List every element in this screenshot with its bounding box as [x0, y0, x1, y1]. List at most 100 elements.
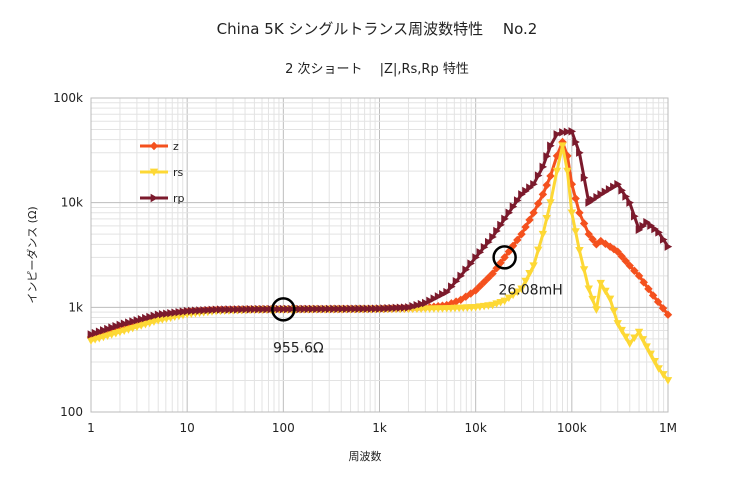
series-point-rp	[212, 305, 221, 314]
series-point-z	[504, 247, 514, 256]
series-point-z	[132, 318, 142, 328]
series-point-rs	[605, 295, 615, 304]
series-point-rs	[654, 365, 663, 373]
y-tick-label: 10k	[61, 196, 83, 210]
series-point-rp	[317, 304, 325, 314]
series-point-rp	[300, 304, 309, 314]
series-point-rs	[638, 336, 648, 344]
series-point-rp	[275, 304, 284, 314]
plot-frame	[90, 97, 669, 413]
series-point-rs	[529, 262, 538, 270]
series-point-rp	[279, 304, 288, 314]
series-point-rs	[571, 228, 580, 236]
series-point-z	[653, 297, 663, 307]
series-point-z	[663, 310, 673, 319]
series-point-z	[513, 235, 522, 245]
series-point-rp	[321, 304, 330, 314]
series-point-rp	[639, 221, 648, 231]
y-tick-label: 100k	[53, 91, 83, 105]
series-point-z	[630, 266, 639, 275]
legend-label-rp: rp	[173, 192, 185, 205]
series-point-rp	[576, 148, 584, 157]
series-point-rs	[504, 294, 514, 303]
x-axis-label: 周波数	[349, 450, 382, 463]
series-point-rp	[120, 319, 129, 328]
series-point-rp	[116, 320, 125, 330]
y-tick-label: 100	[60, 405, 83, 419]
y-tick-label: 1k	[68, 300, 83, 314]
series-point-rs	[525, 270, 534, 278]
series-point-rp	[409, 302, 417, 311]
series-point-rp	[467, 259, 475, 268]
chart-subtitle: 2 次ショート |Z|,Rs,Rp 特性	[285, 61, 469, 77]
series-point-rs	[617, 326, 626, 335]
series-point-rp	[296, 304, 305, 314]
series-point-z	[479, 277, 489, 287]
series-point-rp	[452, 277, 461, 286]
series-point-rp	[448, 282, 456, 291]
series-point-rp	[384, 304, 392, 313]
series-point-rp	[601, 187, 610, 197]
series-point-rp	[363, 304, 372, 313]
series-point-rs	[546, 199, 555, 207]
series-point-rp	[589, 195, 597, 205]
series-point-z	[613, 247, 622, 256]
series-point-z	[546, 171, 555, 181]
series-point-z	[596, 236, 605, 246]
series-point-z	[471, 286, 480, 295]
series-point-rp	[559, 128, 567, 137]
series-point-rp	[372, 304, 380, 313]
series-point-rp	[104, 324, 112, 334]
series-point-rp	[480, 242, 489, 252]
series-point-rp	[238, 305, 246, 314]
series-point-rp	[351, 304, 359, 313]
series-point-rp	[518, 190, 526, 199]
series-point-rp	[380, 304, 388, 313]
series-point-rs	[650, 357, 659, 366]
series-point-rp	[580, 173, 589, 182]
series-point-z	[567, 180, 577, 189]
series-point-rp	[129, 317, 137, 326]
series-point-rs	[642, 343, 651, 351]
series-point-rs	[588, 295, 597, 304]
series-point-rp	[392, 303, 401, 313]
series-point-rp	[618, 186, 626, 195]
annotation-label: 26.08mH	[498, 282, 562, 298]
series-point-rp	[505, 208, 514, 217]
series-point-rp	[539, 162, 548, 172]
series-point-rp	[631, 212, 639, 221]
series-point-rs	[542, 215, 551, 223]
series-point-rp	[154, 310, 163, 319]
series-point-rp	[614, 180, 622, 189]
series-point-rp	[125, 318, 133, 327]
legend-marker-rs	[149, 168, 159, 177]
series-point-z	[584, 229, 593, 239]
series-point-rp	[192, 306, 200, 315]
series-point-rp	[563, 127, 572, 137]
series-point-rs	[579, 266, 589, 274]
series-point-rp	[251, 304, 259, 314]
series-point-rp	[183, 306, 192, 316]
series-point-rp	[229, 305, 238, 314]
series-point-rp	[255, 304, 263, 314]
y-axis-label: インピーダンス (Ω)	[25, 206, 39, 303]
series-point-rp	[647, 221, 655, 230]
series-point-z	[534, 199, 543, 208]
series-point-rs	[517, 285, 526, 294]
series-point-rp	[553, 130, 562, 139]
series-point-rp	[659, 235, 668, 244]
series-point-rp	[497, 220, 505, 230]
annotation-circle	[492, 245, 517, 270]
series-point-rp	[200, 306, 208, 315]
series-point-rp	[605, 185, 614, 194]
series-point-z	[475, 282, 485, 291]
series-point-z	[634, 271, 644, 281]
series-point-rp	[610, 182, 618, 191]
grid	[90, 98, 668, 413]
series-point-rp	[179, 307, 188, 316]
annotation-label: 955.6Ω	[273, 340, 324, 356]
series-point-rp	[593, 192, 601, 202]
legend-label-rs: rs	[173, 166, 184, 179]
series-point-z	[521, 222, 530, 232]
